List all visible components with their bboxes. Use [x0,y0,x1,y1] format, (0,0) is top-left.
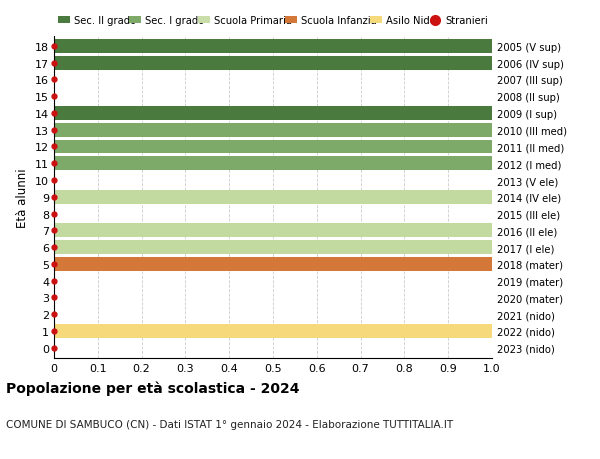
Bar [54,140,492,154]
Text: COMUNE DI SAMBUCO (CN) - Dati ISTAT 1° gennaio 2024 - Elaborazione TUTTITALIA.IT: COMUNE DI SAMBUCO (CN) - Dati ISTAT 1° g… [6,419,453,429]
Bar [54,123,492,137]
Legend: Sec. II grado, Sec. I grado, Scuola Primaria, Scuola Infanzia, Asilo Nido, Stran: Sec. II grado, Sec. I grado, Scuola Prim… [54,12,492,30]
Bar [54,40,492,54]
Bar [54,157,492,171]
Bar [54,241,492,254]
Text: Popolazione per età scolastica - 2024: Popolazione per età scolastica - 2024 [6,381,299,396]
Y-axis label: Età alunni: Età alunni [16,168,29,227]
Bar [54,257,492,271]
Bar [54,325,492,338]
Bar [54,56,492,70]
Bar [54,224,492,238]
Bar [54,107,492,121]
Bar [54,190,492,204]
